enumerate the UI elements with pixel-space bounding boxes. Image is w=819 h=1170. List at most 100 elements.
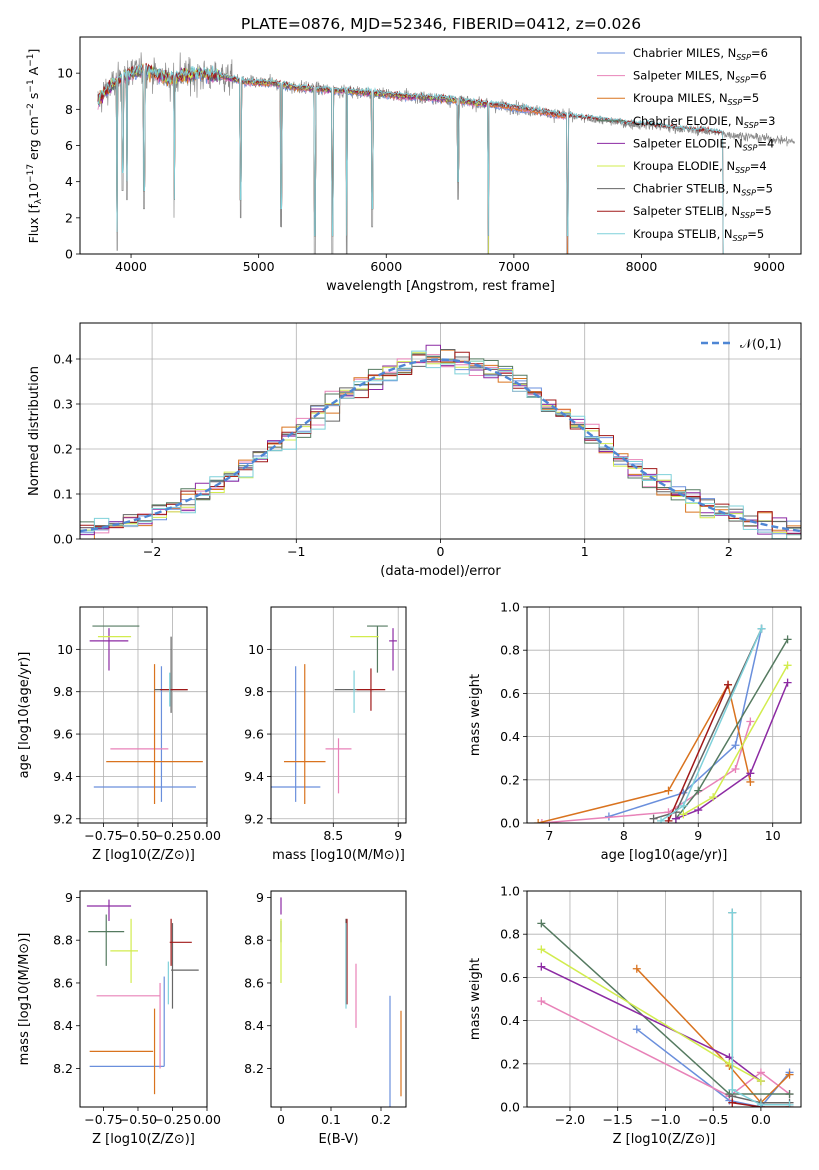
x-tick-label: −0.50 <box>119 828 157 843</box>
mass-weight-line <box>538 682 752 823</box>
legend-label: Kroupa MILES, N <box>633 91 728 105</box>
axes-frame <box>79 890 208 1108</box>
x-tick-label: 7000 <box>498 259 530 274</box>
y-label-part: 10 <box>26 183 41 199</box>
axes-frame <box>270 890 407 1108</box>
plot-area <box>89 625 203 804</box>
legend-value: =6 <box>751 46 768 60</box>
legend-subscript: SSP <box>728 98 743 107</box>
histogram-step-line <box>80 349 801 529</box>
x-tick-label: 8000 <box>626 259 658 274</box>
x-tick-label: 6000 <box>370 259 402 274</box>
x-tick-label: −0.25 <box>153 828 191 843</box>
legend-value: =5 <box>755 204 772 218</box>
x-tick-label: 5000 <box>243 259 275 274</box>
model-spectrum-line <box>97 63 489 254</box>
y-axis-label: mass weight <box>468 958 483 1040</box>
mass-weight-line <box>732 1101 790 1107</box>
x-tick-label: 0.0 <box>751 1112 771 1127</box>
legend-entry: Kroupa MILES, NSSP=5 <box>633 91 759 107</box>
y-tick-label: 9.6 <box>244 727 264 742</box>
y-tick-label: 2 <box>65 210 73 225</box>
legend-label: Salpeter STELIB, N <box>633 204 740 218</box>
legend-subscript: SSP <box>736 53 751 62</box>
y-label-part: A <box>26 66 41 79</box>
x-tick-label: 9 <box>394 828 402 843</box>
plot-area <box>280 897 402 1107</box>
y-tick-label: 10 <box>57 66 73 81</box>
data-point-marker <box>649 814 658 823</box>
legend-label: Kroupa STELIB, N <box>633 227 733 241</box>
y-tick-label: 8.6 <box>53 975 73 990</box>
x-tick-label: −1.5 <box>603 1112 633 1127</box>
y-tick-label: 10 <box>248 642 264 657</box>
model-spectrum-line <box>97 62 724 254</box>
plot-area <box>86 899 199 1095</box>
plot-area <box>271 625 397 804</box>
y-tick-label: 8.6 <box>244 975 264 990</box>
y-tick-label: 1.0 <box>500 884 520 899</box>
plot-area <box>97 52 795 254</box>
legend-entry: Kroupa ELODIE, NSSP=4 <box>633 159 767 175</box>
x-axis-label: E(B-V) <box>318 1132 358 1147</box>
x-tick-label: 1 <box>581 544 589 559</box>
data-point-marker <box>664 816 673 823</box>
legend-value: =4 <box>757 136 774 150</box>
y-tick-label: 0.2 <box>53 442 73 457</box>
y-axis-label: Normed distribution <box>27 366 42 496</box>
data-point-marker <box>731 765 740 773</box>
mass-vs-ebv-panel: 0 0.1 0.2 8.2 8.4 8.6 8.8 9 E(B-V) <box>244 890 407 1147</box>
plot-area <box>80 344 801 539</box>
y-tick-label: 8 <box>65 102 73 117</box>
y-tick-label: 10 <box>57 642 73 657</box>
spectrum-panel: 4000 5000 6000 7000 8000 9000 0 2 4 6 8 10 wavelengt… <box>26 36 802 294</box>
data-point-marker <box>785 1070 794 1079</box>
y-label-part: s <box>26 93 41 104</box>
y-tick-label: 8.8 <box>244 933 264 948</box>
data-point-marker <box>756 1068 765 1077</box>
y-tick-label: 9 <box>65 890 73 905</box>
x-tick-label: 8 <box>620 828 628 843</box>
data-point-marker <box>728 1098 737 1107</box>
x-tick-label: 4000 <box>115 259 147 274</box>
histogram-step-line <box>80 352 801 536</box>
y-tick-label: 0.1 <box>53 487 73 502</box>
x-tick-label: 0.00 <box>193 828 221 843</box>
x-tick-label: −0.5 <box>698 1112 728 1127</box>
x-tick-label: 9000 <box>753 259 785 274</box>
mass-vs-metallicity-panel: −0.75−0.50−0.25 0.00 8.2 8.4 8.6 8.8 9 Z [log10… <box>17 890 221 1147</box>
y-tick-label: 9.2 <box>244 811 264 826</box>
legend-label: Chabrier STELIB, N <box>633 182 741 196</box>
x-tick-label: 9 <box>694 828 702 843</box>
x-tick-label: 0 <box>437 544 445 559</box>
plot-area <box>537 908 794 1107</box>
y-tick-label: 0.0 <box>500 816 520 831</box>
x-tick-label: −0.25 <box>153 1112 191 1127</box>
legend-label: Chabrier ELODIE, N <box>633 114 744 128</box>
y-tick-label: 0.4 <box>500 729 520 744</box>
data-point-marker <box>731 741 740 750</box>
data-point-marker <box>785 1100 794 1107</box>
age-vs-mass-panel: 8.5 9 9.2 9.4 9.6 9.8 10 mass [log10(M/M⊙)] <box>244 606 407 863</box>
y-tick-label: 0.2 <box>500 1056 520 1071</box>
data-point-marker <box>632 964 641 973</box>
data-point-marker <box>664 786 673 795</box>
data-point-marker <box>756 1077 765 1086</box>
y-tick-label: 4 <box>65 174 73 189</box>
data-point-marker <box>746 717 755 726</box>
y-tick-label: 0.4 <box>500 1013 520 1028</box>
axes-frame <box>79 322 802 540</box>
x-tick-label: 0.2 <box>371 1112 391 1127</box>
data-point-marker <box>783 678 792 687</box>
x-axis-label: mass [log10(M/M⊙)] <box>272 848 405 863</box>
y-tick-label: 8.2 <box>53 1061 73 1076</box>
y-label-part: −2 <box>26 103 36 116</box>
legend-label: Kroupa ELODIE, N <box>633 159 735 173</box>
x-axis-label: wavelength [Angstrom, rest frame] <box>326 279 555 294</box>
y-tick-label: 0.8 <box>500 927 520 942</box>
y-tick-label: 0.6 <box>500 970 520 985</box>
x-tick-label: −0.75 <box>84 828 122 843</box>
x-tick-label: −2.0 <box>555 1112 585 1127</box>
